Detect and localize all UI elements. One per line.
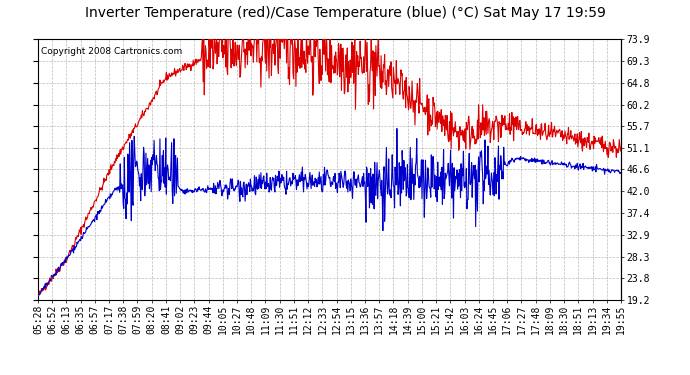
Text: Inverter Temperature (red)/Case Temperature (blue) (°C) Sat May 17 19:59: Inverter Temperature (red)/Case Temperat… [85,6,605,20]
Text: Copyright 2008 Cartronics.com: Copyright 2008 Cartronics.com [41,47,182,56]
